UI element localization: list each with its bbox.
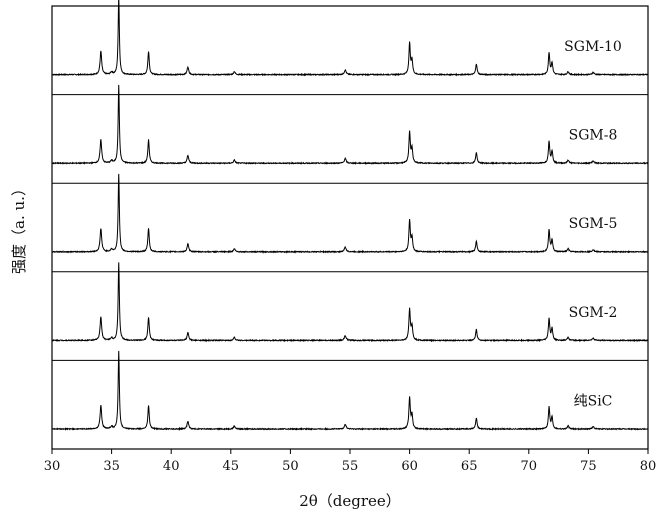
series-line	[52, 351, 648, 430]
x-tick-label: 80	[640, 459, 657, 474]
series-label: SGM-10	[564, 39, 622, 55]
series-label: SGM-8	[569, 128, 618, 144]
x-axis-title: 2θ（degree）	[299, 492, 401, 510]
x-tick-label: 70	[521, 459, 538, 474]
series-line	[52, 262, 648, 340]
series-label: SGM-5	[569, 216, 618, 232]
x-tick-label: 40	[163, 459, 180, 474]
x-tick-label: 50	[282, 459, 299, 474]
series-line	[52, 85, 648, 164]
x-tick-label: 60	[401, 459, 418, 474]
series-label: 纯SiC	[574, 393, 613, 409]
x-tick-label: 45	[223, 459, 240, 474]
x-tick-label: 75	[580, 459, 597, 474]
y-axis-title: 强度（a. u.）	[10, 181, 28, 274]
x-tick-label: 35	[103, 459, 120, 474]
x-tick-label: 55	[342, 459, 359, 474]
series-line	[52, 0, 648, 75]
x-tick-label: 30	[44, 459, 61, 474]
series-line	[52, 174, 648, 252]
series-label: SGM-2	[569, 305, 618, 321]
x-axis: 30 35 40 45 50 55 60 65 70 75 80	[44, 449, 657, 474]
plot-area: SGM-10 SGM-8 SGM-5 SGM-2 纯SiC	[52, 0, 648, 449]
x-tick-label: 65	[461, 459, 478, 474]
plot-frame	[52, 6, 648, 449]
